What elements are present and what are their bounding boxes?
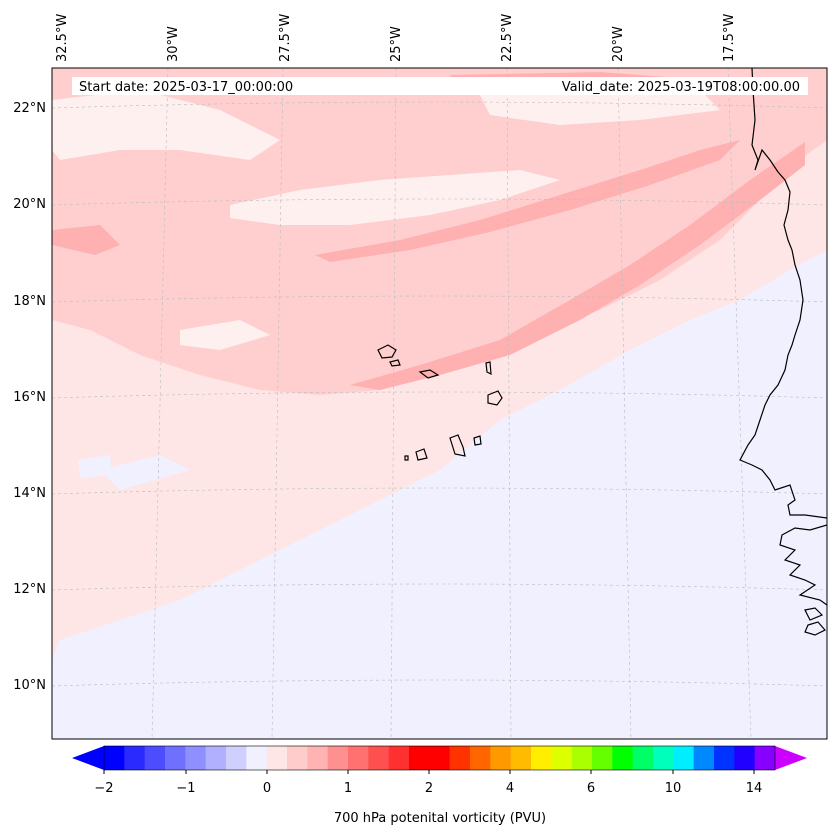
colorbar-cell [124, 746, 146, 770]
field-blue-region [52, 250, 827, 739]
colorbar-cell [754, 746, 776, 770]
colorbar-cell [307, 746, 329, 770]
colorbar-cell [348, 746, 369, 770]
colorbar-extend-high [775, 746, 807, 770]
colorbar-cell [470, 746, 491, 770]
colorbar-cell [632, 746, 654, 770]
colorbar-cell [673, 746, 695, 770]
longitude-labels: 32.5°W 30°W 27.5°W 25°W 22.5°W 20°W 17.5… [55, 14, 737, 62]
colorbar-tick-label: 0 [263, 781, 271, 796]
cape-verde-islands [377, 344, 503, 461]
colorbar-cell [144, 746, 166, 770]
lat-label: 14°N [13, 486, 46, 501]
lat-label: 16°N [13, 390, 46, 405]
colorbar-tick-label: 4 [506, 781, 514, 796]
lat-label: 22°N [13, 101, 46, 116]
field-white-patch [180, 320, 270, 350]
island-santo-antao [377, 344, 397, 359]
map-frame [51, 67, 828, 740]
colorbar-cell [429, 746, 451, 770]
colorbar-cell [185, 746, 207, 770]
colorbar-cell [266, 746, 288, 770]
colorbar-cell [531, 746, 552, 770]
latitude-labels: 22°N 20°N 18°N 16°N 14°N 12°N 10°N [13, 101, 46, 693]
field-blue-patch [78, 455, 112, 478]
lat-label: 20°N [13, 197, 46, 212]
island-fogo [415, 448, 428, 461]
colorbar-cell [653, 746, 674, 770]
lon-label: 22.5°W [500, 14, 515, 62]
island-santiago [449, 434, 466, 457]
graticule [52, 68, 827, 739]
lon-label: 17.5°W [722, 14, 737, 62]
colorbar-extend-low [72, 746, 104, 770]
island-maio [473, 435, 482, 446]
start-date-label: Start date: 2025-03-17_00:00:00 [79, 80, 293, 95]
coastlines [739, 68, 827, 636]
colorbar-cell [246, 746, 268, 770]
lon-label: 30°W [166, 26, 181, 62]
field-white-patch [52, 90, 280, 160]
colorbar-tick-label: −2 [94, 781, 113, 796]
colorbar-title: 700 hPa potenital vorticity (PVU) [334, 811, 546, 826]
colorbar-cell [612, 746, 634, 770]
colorbar-cell [592, 746, 613, 770]
colorbar-cell [714, 746, 735, 770]
island-brava [404, 455, 409, 461]
colorbar-cell [510, 746, 532, 770]
colorbar-cell [571, 746, 593, 770]
africa-coastline [779, 524, 827, 606]
colorbar-tick-label: 1 [344, 781, 352, 796]
colorbar-tick-label: 6 [587, 781, 595, 796]
africa-coastline [804, 607, 826, 636]
lon-label: 25°W [389, 26, 404, 62]
colorbar-cell [226, 746, 247, 770]
africa-coastline [739, 68, 827, 519]
colorbar-cell [734, 746, 756, 770]
colorbar-cell [693, 746, 715, 770]
colorbar-cells [104, 746, 776, 770]
lat-label: 12°N [13, 582, 46, 597]
colorbar-cell [327, 746, 349, 770]
colorbar-frame [103, 745, 776, 771]
island-sao-vicente [389, 359, 401, 367]
lon-label: 32.5°W [55, 14, 70, 62]
colorbar-tick-label: 10 [665, 781, 682, 796]
island-sao-nicolau [418, 369, 440, 379]
pv-field [52, 68, 827, 739]
island-boa-vista [487, 390, 503, 406]
colorbar-cell [104, 746, 125, 770]
colorbar-cell [388, 746, 410, 770]
colorbar-cell [490, 746, 512, 770]
header-box [72, 77, 808, 95]
lon-label: 27.5°W [278, 14, 293, 62]
field-white-patch [230, 170, 560, 225]
field-mid-band [315, 140, 740, 262]
lat-label: 10°N [13, 678, 46, 693]
colorbar-cell [449, 746, 471, 770]
colorbar-cell [551, 746, 573, 770]
colorbar-cell [205, 746, 227, 770]
colorbar-tick-label: −1 [176, 781, 195, 796]
colorbar-tick-label: 2 [425, 781, 433, 796]
lon-label: 20°W [611, 26, 626, 62]
colorbar: −2 −1 0 1 2 4 6 10 14 700 hPa potenital … [72, 745, 807, 826]
island-sal [485, 361, 492, 376]
colorbar-cell [368, 746, 390, 770]
colorbar-cell [287, 746, 308, 770]
colorbar-tick-label: 14 [746, 781, 763, 796]
valid-date-label: Valid_date: 2025-03-19T08:00:00.00 [562, 80, 800, 95]
lat-label: 18°N [13, 294, 46, 309]
colorbar-cell [165, 746, 186, 770]
colorbar-cell [409, 746, 430, 770]
colorbar-ticks [103, 770, 755, 774]
field-mid-band [52, 225, 120, 255]
